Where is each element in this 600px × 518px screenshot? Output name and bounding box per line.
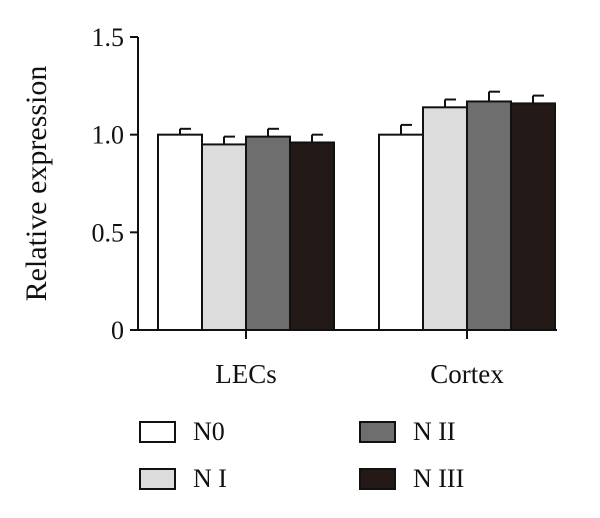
legend-item: N II [359,417,456,446]
legend-item: N0 [139,417,225,446]
y-tick-label: 1.5 [92,23,125,52]
bar-lecs-n0 [157,133,203,331]
legend-swatch [139,421,176,443]
x-category-label: LECs [215,359,277,389]
bar-cortex-niii [510,102,556,331]
legend-swatch [139,468,176,490]
legend-label: N III [413,464,464,493]
bars [157,90,556,331]
bar-lecs-ni [201,143,247,331]
labels: 0 0.5 1.0 1.5 Relative expression LECs Cortex [20,23,504,389]
bar-cortex-n0 [378,133,424,331]
y-axis-title: Relative expression [20,66,53,302]
legend: N0 N I N II N III [139,417,464,493]
y-tick-label: 0 [111,316,124,345]
legend-swatch [359,421,396,443]
legend-label: N0 [193,417,225,446]
legend-label: N I [193,464,227,493]
bar-cortex-nii [466,100,512,331]
bar-lecs-nii [245,135,291,331]
legend-label: N II [413,417,456,446]
legend-swatch [359,468,396,490]
bar-cortex-ni [422,106,468,331]
legend-item: N III [359,464,464,493]
x-category-label: Cortex [430,359,504,389]
y-tick-label: 0.5 [92,218,125,247]
legend-item: N I [139,464,227,493]
y-tick-label: 1.0 [92,121,125,150]
bar-lecs-niii [289,141,335,331]
